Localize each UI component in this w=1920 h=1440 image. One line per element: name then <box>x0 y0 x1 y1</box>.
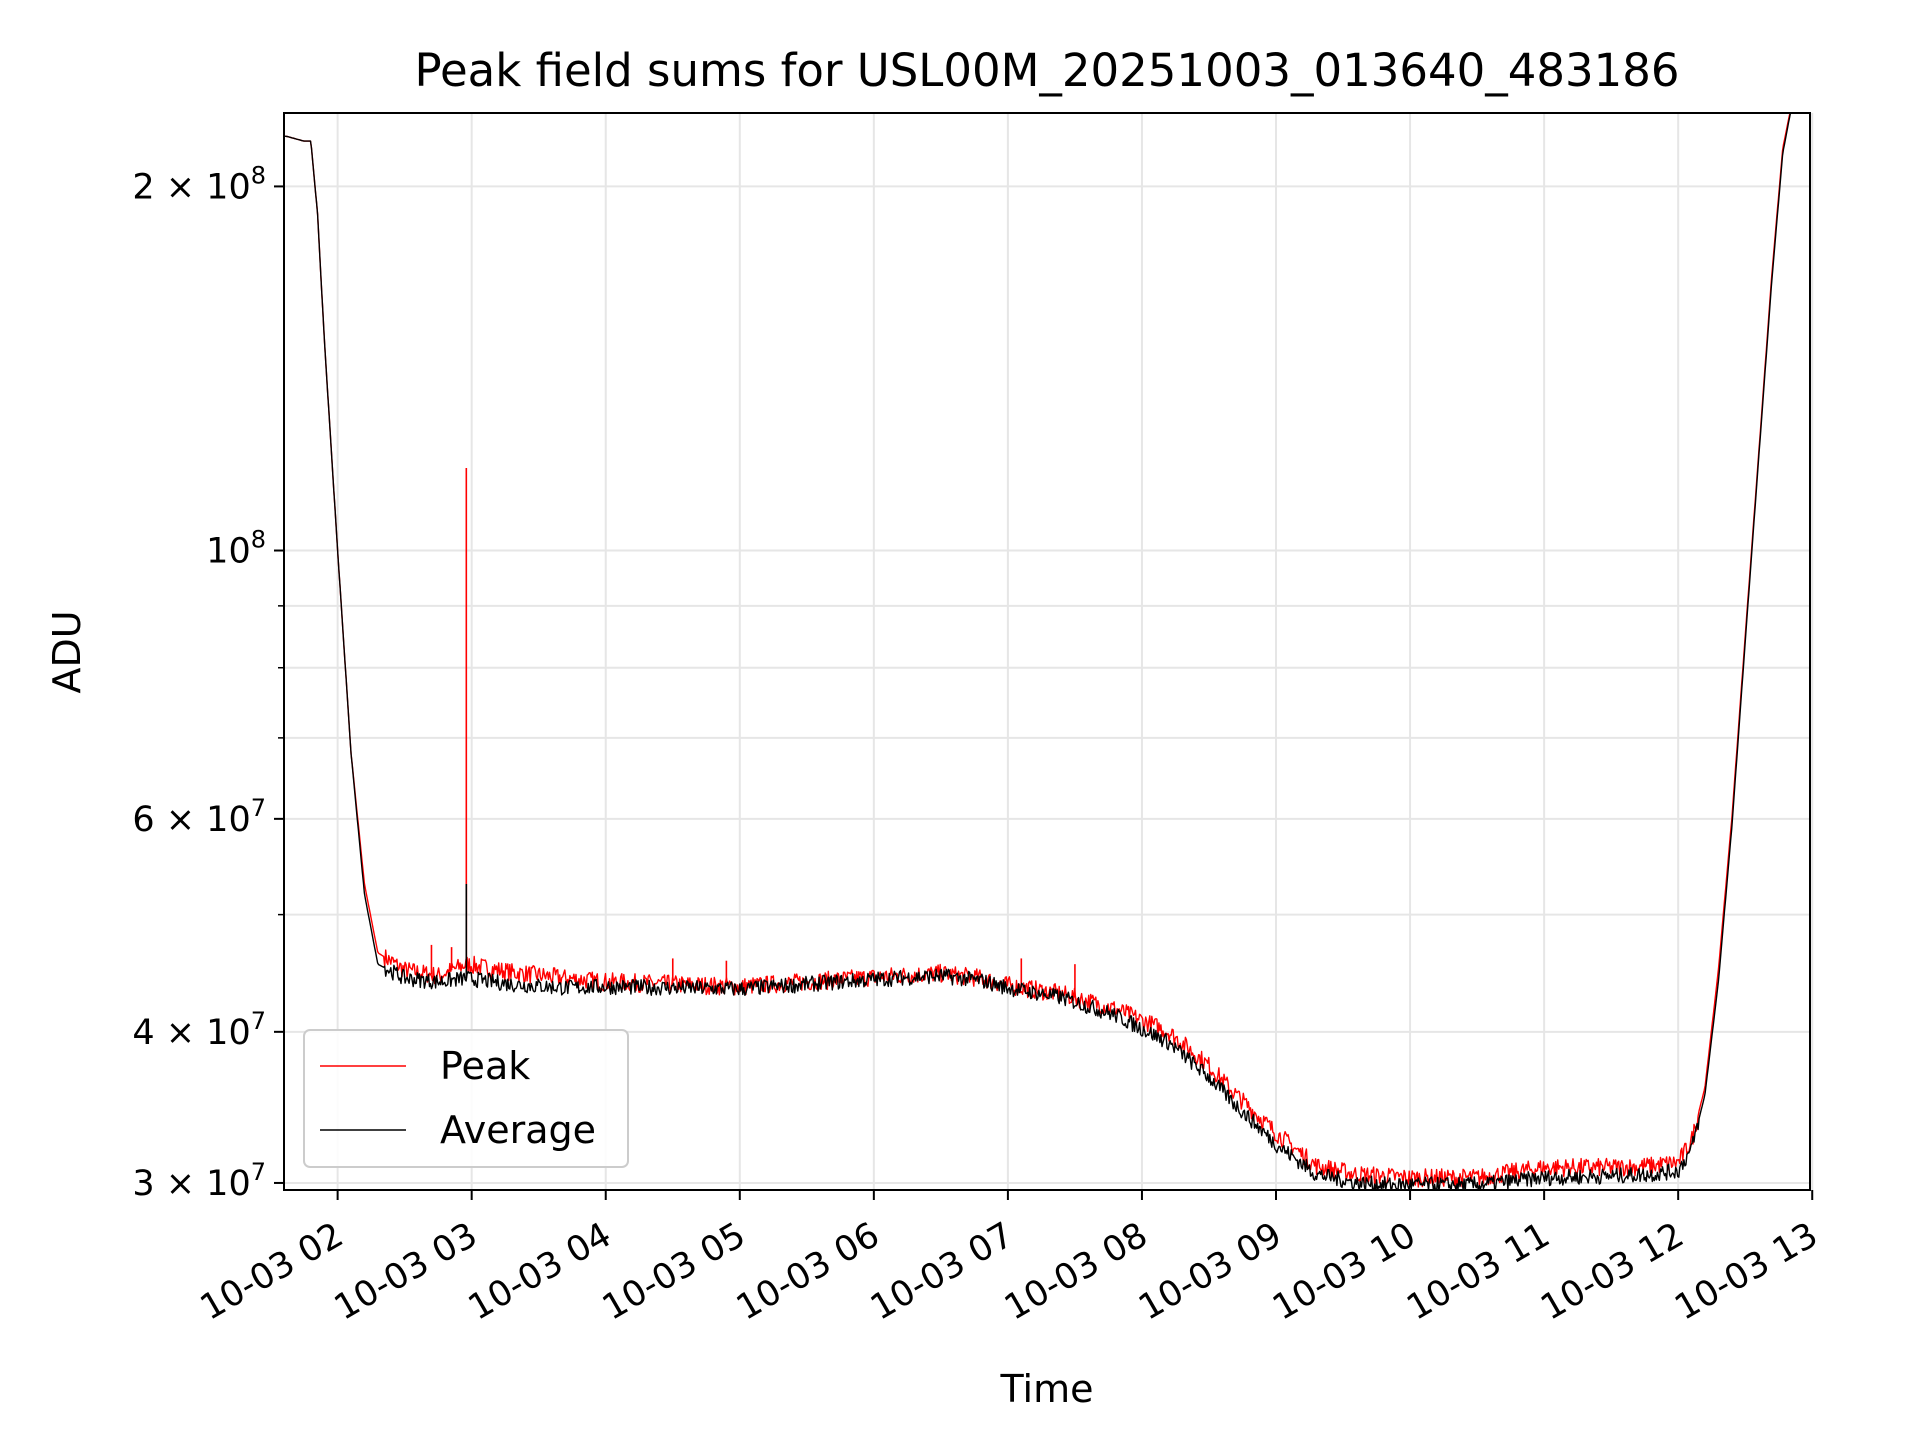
series-line-peak <box>284 113 1791 1188</box>
series-peak <box>284 113 1791 1188</box>
y-tick-label: 6 × 107 <box>132 794 266 840</box>
y-tick-label: 2 × 108 <box>132 161 266 207</box>
y-tick-exponent: 7 <box>251 1158 266 1186</box>
x-axis-label: Time <box>1000 1367 1094 1411</box>
y-tick-mantissa: 4 × 10 <box>132 1013 250 1053</box>
y-tick-mantissa: 3 × 10 <box>132 1164 250 1204</box>
y-tick-exponent: 8 <box>251 526 266 554</box>
legend-label-peak: Peak <box>440 1044 530 1088</box>
plot-frame <box>283 112 1811 1191</box>
legend: Peak Average <box>303 1029 629 1168</box>
y-tick-mantissa: 6 × 10 <box>132 800 250 840</box>
y-tick-label: 4 × 107 <box>132 1007 266 1053</box>
y-tick-exponent: 8 <box>251 161 266 189</box>
series-layer <box>284 113 1792 1190</box>
series-line-average <box>284 113 1792 1190</box>
grid <box>284 113 1814 1190</box>
y-tick-label: 3 × 107 <box>132 1158 266 1204</box>
y-tick-exponent: 7 <box>251 1007 266 1035</box>
legend-label-average: Average <box>440 1108 596 1152</box>
chart-title: Peak field sums for USL00M_20251003_0136… <box>414 44 1679 97</box>
legend-box <box>303 1029 629 1168</box>
y-axis-label: ADU <box>45 610 89 693</box>
y-tick-exponent: 7 <box>251 794 266 822</box>
y-tick-mantissa: 2 × 10 <box>132 167 250 207</box>
series-average <box>284 113 1792 1190</box>
y-tick-label: 108 <box>206 526 266 572</box>
y-tick-mantissa: 10 <box>206 532 251 572</box>
